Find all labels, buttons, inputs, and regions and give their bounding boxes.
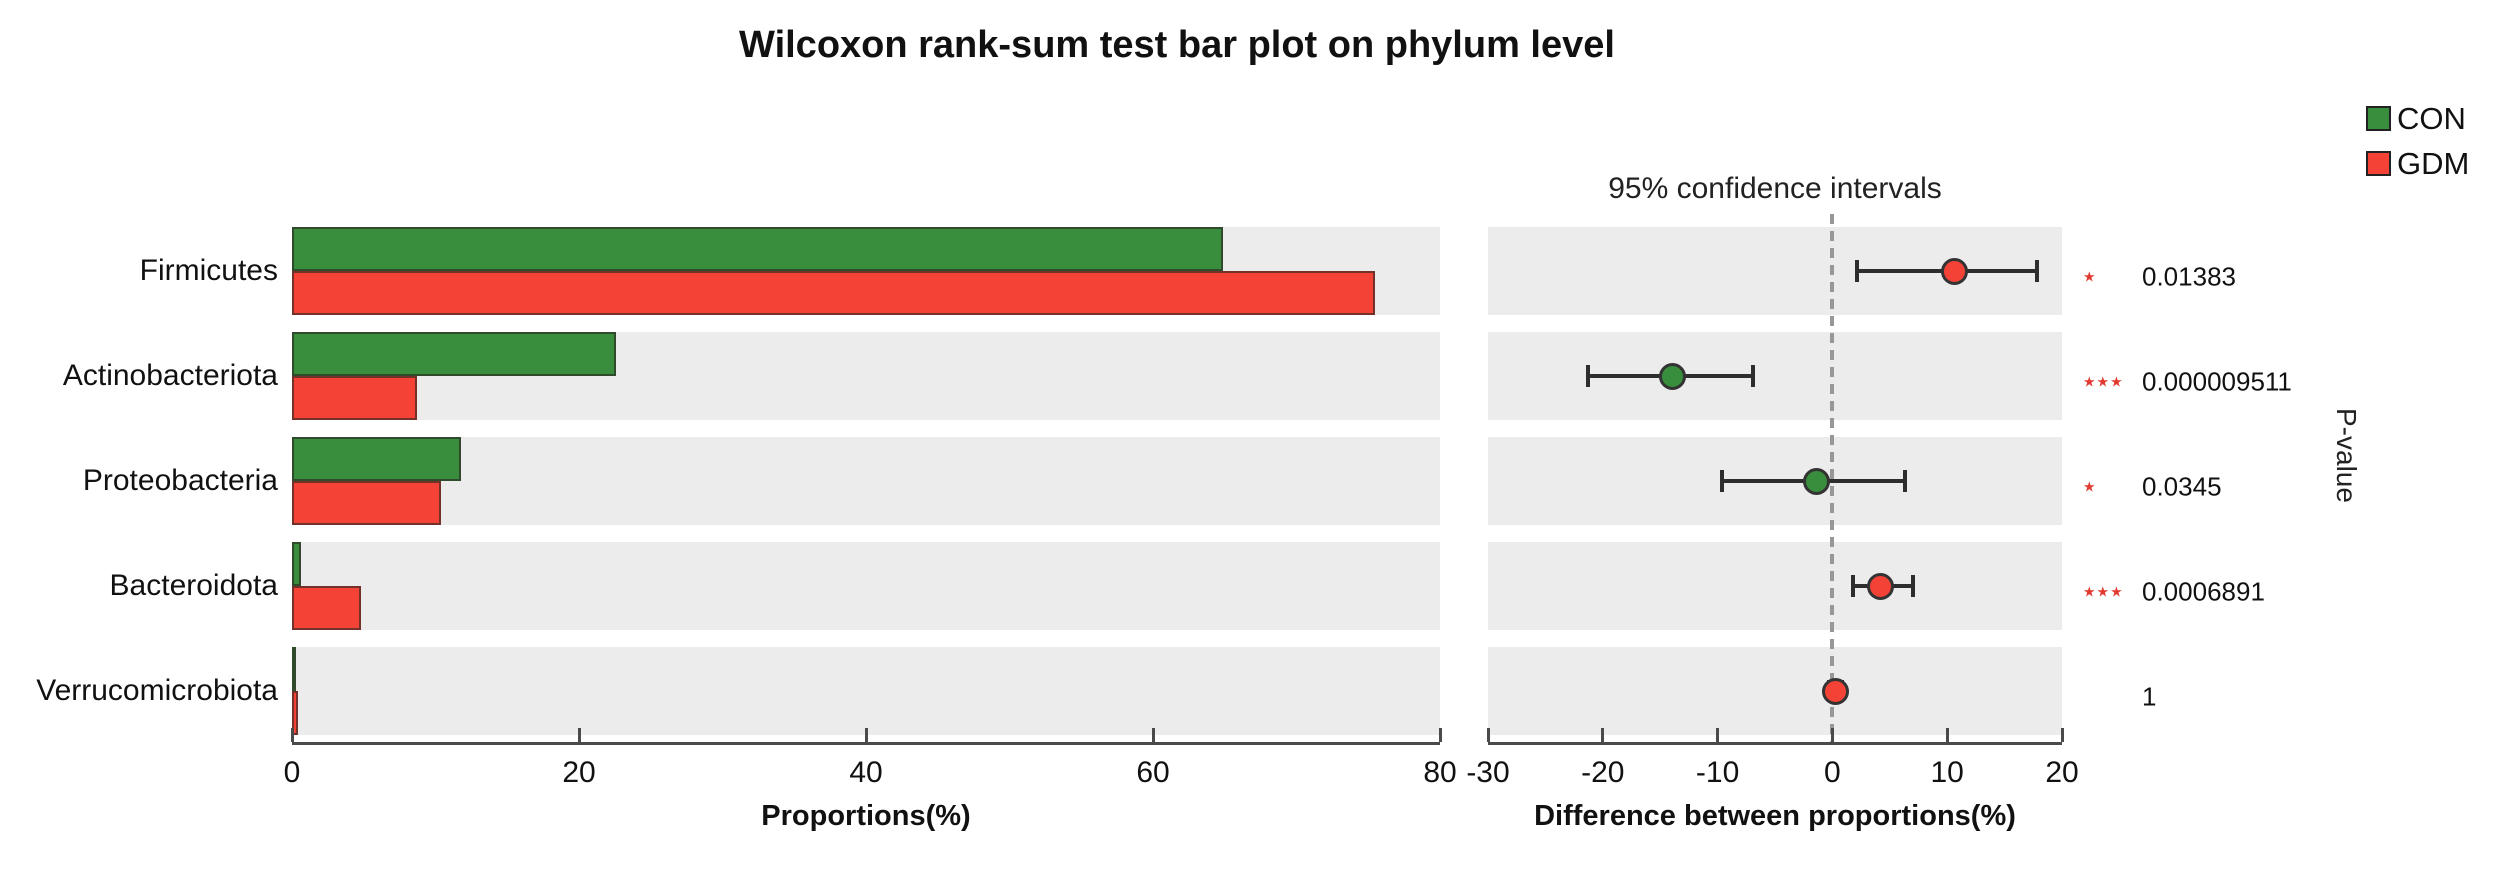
axis-tick-label: 20	[562, 756, 596, 789]
category-label: Verrucomicrobiota	[36, 674, 278, 707]
bar-gdm	[292, 586, 361, 630]
right-row-band	[1488, 542, 2062, 630]
ci-cap-low	[1720, 470, 1725, 492]
axis-tick-label: -10	[1695, 756, 1740, 789]
p-value: 0.000009511	[2142, 366, 2292, 397]
axis-tick-label: -30	[1466, 756, 1510, 789]
bar-con	[292, 542, 301, 586]
legend-label-con: CON	[2397, 100, 2466, 136]
legend-label-gdm: GDM	[2397, 145, 2470, 181]
left-row-band	[292, 542, 1440, 630]
category-label: Proteobacteria	[82, 464, 278, 497]
category-label: Firmicutes	[139, 254, 278, 287]
difference-axis-label: Difference between proportions(%)	[1534, 800, 2016, 832]
axis-tick-label: 20	[2045, 756, 2079, 789]
zero-dashed-line	[1830, 214, 1835, 742]
legend: CON GDM	[2366, 96, 2469, 186]
p-value: 0.0345	[2142, 471, 2222, 502]
axis-tick-label: 0	[1824, 756, 1841, 789]
axis-tick-label: 40	[849, 756, 883, 789]
ci-dot	[1822, 677, 1850, 705]
significance-stars: ★	[2083, 478, 2097, 495]
axis-tick-label: 10	[1930, 756, 1964, 789]
significance-stars: ★★★	[2083, 373, 2124, 390]
axis-tick-label: 60	[1136, 756, 1170, 789]
ci-cap-low	[1854, 260, 1859, 282]
p-value-axis-label: P-value	[2331, 408, 2362, 503]
left-row-band	[292, 647, 1440, 735]
p-value: 0.0006891	[2142, 576, 2265, 607]
right-row-band	[1488, 332, 2062, 420]
ci-dot	[1659, 362, 1687, 390]
ci-dot	[1940, 257, 1968, 285]
bar-con	[292, 437, 462, 481]
significance-stars: ★★★	[2083, 583, 2124, 600]
bar-gdm	[292, 481, 442, 525]
difference-axis-line	[1488, 742, 2062, 745]
right-row-band	[1488, 647, 2062, 735]
axis-tick	[1151, 728, 1155, 742]
legend-item-con: CON	[2366, 96, 2469, 141]
axis-tick-label: -20	[1581, 756, 1625, 789]
axis-tick	[1601, 728, 1605, 742]
chart-title: Wilcoxon rank-sum test bar plot on phylu…	[739, 24, 1615, 66]
bar-gdm	[292, 271, 1376, 315]
axis-tick	[2060, 728, 2064, 742]
axis-tick	[577, 728, 581, 742]
axis-tick	[1716, 728, 1720, 742]
axis-tick-label: 80	[1423, 756, 1457, 789]
significance-stars: ★	[2083, 268, 2097, 285]
ci-cap-high	[2034, 260, 2039, 282]
axis-tick	[1945, 728, 1949, 742]
ci-cap-low	[1851, 575, 1856, 597]
bar-gdm	[292, 691, 299, 735]
category-label: Actinobacteriota	[62, 359, 278, 392]
bar-con	[292, 332, 617, 376]
axis-tick-label: 0	[283, 756, 301, 789]
bar-con	[292, 647, 296, 691]
left-row-band	[292, 437, 1440, 525]
axis-tick	[1830, 728, 1834, 742]
axis-tick	[864, 728, 868, 742]
axis-tick	[1438, 728, 1442, 742]
proportions-axis-line	[292, 742, 1440, 745]
ci-cap-high	[1910, 575, 1915, 597]
bar-con	[292, 227, 1224, 271]
gdm-color-swatch	[2366, 151, 2391, 176]
ci-dot	[1867, 572, 1895, 600]
p-value: 1	[2142, 681, 2157, 712]
ci-panel-title: 95% confidence intervals	[1608, 172, 1942, 205]
bar-gdm	[292, 376, 417, 420]
category-label: Bacteroidota	[109, 569, 278, 602]
ci-dot	[1802, 467, 1830, 495]
ci-cap-high	[1751, 365, 1756, 387]
legend-item-gdm: GDM	[2366, 141, 2469, 186]
axis-tick	[1486, 728, 1490, 742]
p-value: 0.01383	[2142, 261, 2236, 292]
ci-cap-high	[1902, 470, 1907, 492]
proportions-axis-label: Proportions(%)	[761, 800, 971, 832]
ci-cap-low	[1585, 365, 1590, 387]
axis-tick	[290, 728, 294, 742]
con-color-swatch	[2366, 106, 2391, 131]
